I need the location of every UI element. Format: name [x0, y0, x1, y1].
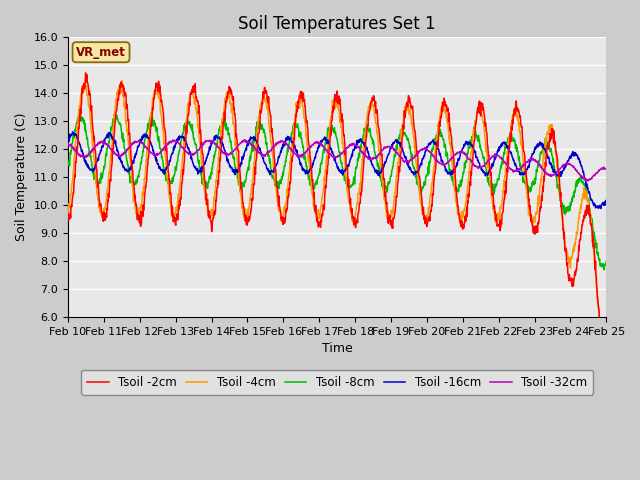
Tsoil -16cm [492, 155, 499, 160]
Line: Tsoil -2cm: Tsoil -2cm [68, 73, 606, 384]
Tsoil -8cm [64, 160, 72, 166]
Title: Soil Temperatures Set 1: Soil Temperatures Set 1 [238, 15, 436, 33]
Tsoil -32cm [244, 139, 252, 145]
Tsoil -16cm [539, 141, 547, 147]
Y-axis label: Soil Temperature (C): Soil Temperature (C) [15, 113, 28, 241]
Tsoil -8cm [602, 258, 610, 264]
Tsoil -8cm [77, 108, 84, 113]
Tsoil -16cm [64, 139, 72, 144]
Tsoil -32cm [602, 166, 610, 171]
Tsoil -2cm [492, 209, 499, 215]
Tsoil -32cm [171, 137, 179, 143]
Tsoil -8cm [244, 164, 252, 170]
Tsoil -16cm [184, 146, 192, 152]
Tsoil -4cm [184, 102, 192, 108]
Legend: Tsoil -2cm, Tsoil -4cm, Tsoil -8cm, Tsoil -16cm, Tsoil -32cm: Tsoil -2cm, Tsoil -4cm, Tsoil -8cm, Tsoi… [81, 370, 593, 395]
Line: Tsoil -16cm: Tsoil -16cm [68, 132, 606, 208]
Tsoil -8cm [539, 145, 547, 151]
X-axis label: Time: Time [322, 342, 353, 355]
Tsoil -4cm [64, 215, 72, 221]
Tsoil -2cm [602, 381, 610, 387]
Tsoil -4cm [421, 215, 429, 221]
Tsoil -16cm [602, 199, 610, 205]
Tsoil -32cm [64, 141, 72, 146]
Tsoil -8cm [600, 267, 608, 273]
Tsoil -32cm [539, 166, 547, 171]
Tsoil -32cm [584, 178, 592, 184]
Tsoil -8cm [492, 181, 499, 187]
Tsoil -16cm [68, 129, 76, 135]
Tsoil -4cm [601, 359, 609, 365]
Line: Tsoil -4cm: Tsoil -4cm [68, 81, 606, 362]
Tsoil -8cm [171, 168, 179, 174]
Tsoil -2cm [602, 382, 610, 387]
Tsoil -8cm [184, 120, 192, 126]
Tsoil -2cm [171, 216, 179, 221]
Tsoil -4cm [244, 216, 252, 221]
Tsoil -16cm [421, 150, 429, 156]
Tsoil -2cm [244, 219, 252, 225]
Tsoil -32cm [492, 152, 499, 158]
Tsoil -4cm [171, 210, 179, 216]
Tsoil -2cm [82, 70, 90, 76]
Tsoil -4cm [492, 212, 499, 217]
Tsoil -16cm [244, 143, 252, 148]
Tsoil -2cm [64, 210, 72, 216]
Tsoil -2cm [421, 218, 429, 224]
Text: VR_met: VR_met [76, 46, 126, 59]
Tsoil -8cm [421, 179, 429, 185]
Line: Tsoil -8cm: Tsoil -8cm [68, 110, 606, 270]
Tsoil -2cm [539, 183, 547, 189]
Tsoil -4cm [539, 163, 547, 169]
Tsoil -4cm [118, 78, 125, 84]
Line: Tsoil -32cm: Tsoil -32cm [68, 140, 606, 181]
Tsoil -32cm [184, 151, 191, 156]
Tsoil -32cm [241, 137, 248, 143]
Tsoil -16cm [171, 144, 179, 149]
Tsoil -4cm [602, 357, 610, 363]
Tsoil -16cm [597, 205, 605, 211]
Tsoil -2cm [184, 112, 192, 118]
Tsoil -32cm [421, 144, 429, 150]
